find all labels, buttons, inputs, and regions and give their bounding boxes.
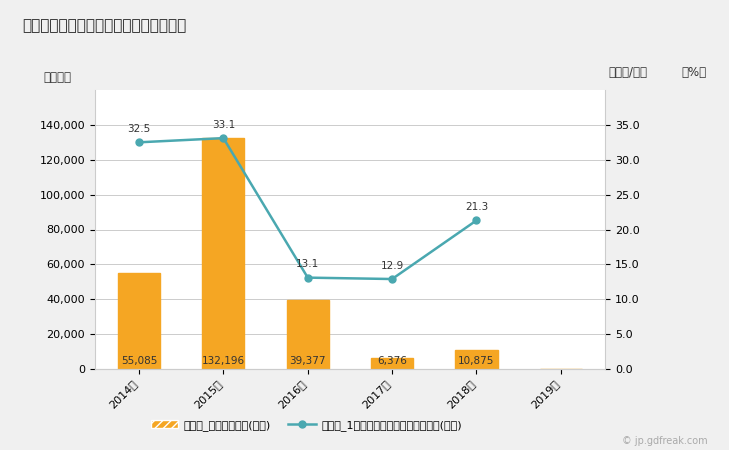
Bar [286,300,329,369]
Bar [203,139,244,369]
Text: ［%］: ［%］ [682,66,706,79]
Legend: 産業用_工事費予定額(左軸), 産業用_1平米当たり平均工事費予定額(右軸): 産業用_工事費予定額(左軸), 産業用_1平米当たり平均工事費予定額(右軸) [146,416,467,436]
Text: 33.1: 33.1 [211,120,235,130]
Bar [371,358,413,369]
Text: 12.9: 12.9 [381,261,404,270]
Text: 132,196: 132,196 [202,356,245,366]
Text: © jp.gdfreak.com: © jp.gdfreak.com [622,436,707,446]
Text: 6,376: 6,376 [377,356,407,366]
Text: 21.3: 21.3 [465,202,488,212]
Text: 10,875: 10,875 [459,356,495,366]
Text: 55,085: 55,085 [121,356,157,366]
Text: 13.1: 13.1 [296,259,319,269]
Text: ［万円/㎡］: ［万円/㎡］ [609,66,647,79]
Text: ［万円］: ［万円］ [44,72,71,85]
Text: 32.5: 32.5 [128,124,151,134]
Bar [456,350,497,369]
Bar [118,273,160,369]
Text: 39,377: 39,377 [289,356,326,366]
Text: 産業用建築物の工事費予定額合計の推移: 産業用建築物の工事費予定額合計の推移 [22,18,186,33]
